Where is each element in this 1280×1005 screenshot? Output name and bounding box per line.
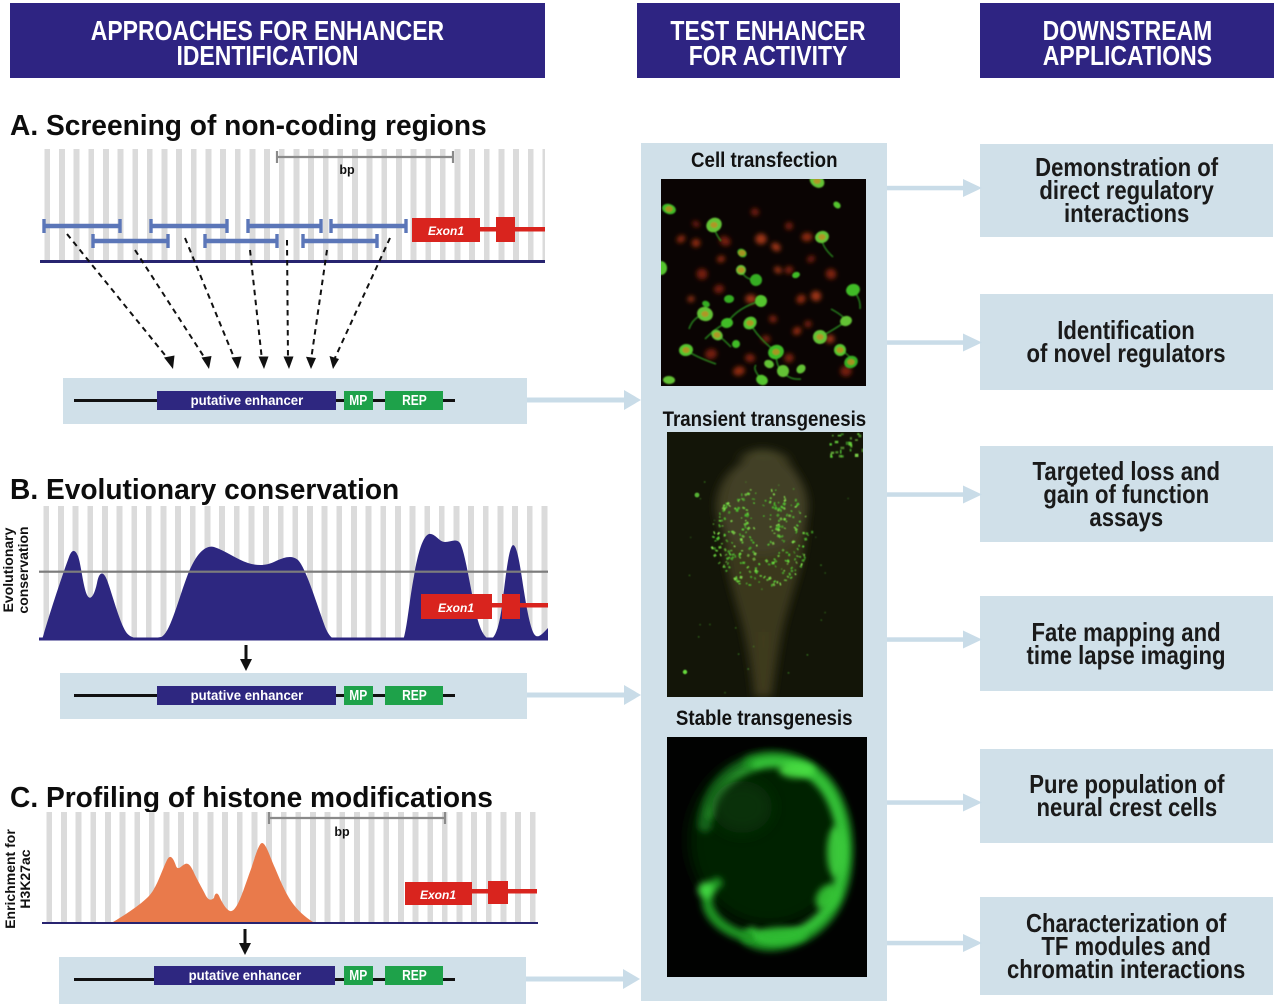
svg-text:bp: bp <box>334 825 350 839</box>
svg-text:Exon1: Exon1 <box>420 888 456 902</box>
svg-text:Exon1: Exon1 <box>428 224 464 238</box>
svg-text:Exon1: Exon1 <box>438 601 474 615</box>
svg-text:bp: bp <box>339 163 355 177</box>
